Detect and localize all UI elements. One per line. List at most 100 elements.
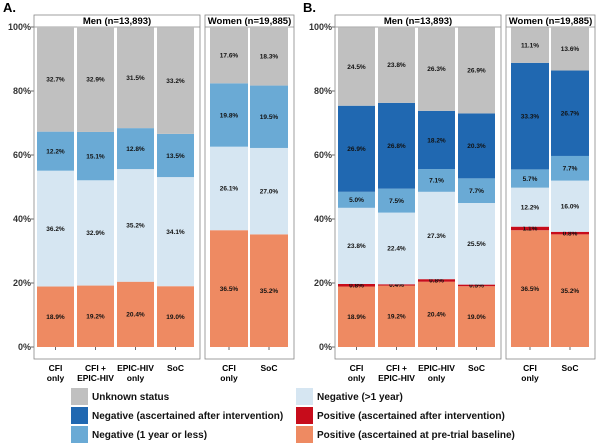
category-label: EPIC-HIV [378,373,415,383]
data-label-unknown: 23.8% [387,62,406,69]
y-tick-label: 40% [314,214,332,224]
data-label-neg_gt1yr: 35.2% [126,223,145,230]
category-label: CFI [350,363,364,373]
category-label: CFI + [386,363,407,373]
bar-segment-neg_1yr [378,188,415,213]
data-label-neg_1yr: 19.8% [220,112,239,119]
panel-letter: A. [3,0,16,15]
data-label-neg_1yr: 12.2% [46,148,65,155]
data-label-unknown: 31.5% [126,75,145,82]
legend-label-neg_1yr: Negative (1 year or less) [92,430,207,441]
bar-segment-pos_baseline [418,281,455,347]
group-title: Men (n=13,893) [83,16,151,27]
bar-segment-unknown [37,27,74,132]
bar-segment-unknown [210,27,248,84]
legend-swatch-pos_after [296,407,313,424]
bar-segment-neg_gt1yr [418,191,455,280]
data-label-pos_after: 1.1% [523,226,538,233]
group-frame [33,14,201,360]
legend-label-neg_gt1yr: Negative (>1 year) [317,392,403,403]
data-label-neg_gt1yr: 27.0% [260,188,279,195]
data-label-neg_gt1yr: 23.8% [347,243,366,250]
category-label: only [521,373,539,383]
bar-segment-unknown [338,27,375,106]
legend: Unknown status Negative (>1 year) Negative… [71,388,515,443]
bar-segment-pos_after [458,284,495,287]
bar-segment-neg_1yr [157,133,194,178]
y-tick-label: 20% [13,278,31,288]
category-label: SoC [468,363,485,373]
data-label-pos_baseline: 20.4% [427,312,446,319]
data-label-pos_baseline: 19.0% [166,314,185,321]
data-label-pos_baseline: 36.5% [220,286,239,293]
legend-label-pos_baseline: Positive (ascertained at pre-trial basel… [317,430,515,441]
data-label-pos_baseline: 18.9% [46,314,65,321]
bar-segment-pos_after [338,283,375,287]
data-label-neg_1yr: 13.5% [166,153,185,160]
data-label-neg_gt1yr: 16.0% [561,204,580,211]
group-title: Women (n=19,885) [208,16,292,27]
data-label-neg_gt1yr: 32.9% [86,230,105,237]
bar-segment-neg_gt1yr [117,169,154,282]
bar-segment-unknown [77,26,114,132]
category-label: SoC [261,363,278,373]
bar-segment-neg_1yr [458,178,495,203]
data-label-unknown: 17.6% [220,52,239,59]
data-label-neg_1yr: 7.1% [429,178,444,185]
bar-segment-unknown [250,27,288,86]
data-label-unknown: 24.5% [347,64,366,71]
data-label-neg_1yr: 7.7% [563,166,578,173]
bar-segment-pos_baseline [458,286,495,347]
bar-segment-neg_after [338,105,375,192]
bar-segment-neg_after [378,102,415,189]
bar-segment-pos_baseline [117,281,154,347]
bar-segment-unknown [117,27,154,129]
bar-segment-pos_baseline [77,285,114,347]
data-label-unknown: 18.3% [260,54,279,61]
bar-segment-unknown [551,27,589,71]
data-label-pos_baseline: 36.5% [521,286,540,293]
bar-segment-unknown [511,27,549,63]
data-label-pos_after: 0.5% [469,283,484,290]
legend-swatch-pos_baseline [296,426,313,443]
bar-segment-neg_1yr [511,169,549,188]
panel-letter: B. [303,0,316,15]
category-label: CFI [523,363,537,373]
bar-segment-neg_gt1yr [378,212,415,285]
data-label-neg_1yr: 15.1% [86,153,105,160]
y-tick-label: 60% [13,150,31,160]
legend-label-pos_after: Positive (ascertained after intervention… [317,411,505,422]
data-label-pos_baseline: 35.2% [561,288,580,295]
data-label-neg_gt1yr: 27.3% [427,233,446,240]
y-tick-label: 100% [309,22,332,32]
bar-segment-pos_baseline [37,286,74,347]
bar-segment-pos_after [378,284,415,286]
bar-segment-neg_gt1yr [210,146,248,231]
data-label-pos_baseline: 19.0% [467,314,486,321]
data-label-unknown: 13.6% [561,46,580,53]
data-label-neg_gt1yr: 36.2% [46,226,65,233]
y-tick-label: 100% [8,22,31,32]
category-label: SoC [562,363,579,373]
data-label-pos_baseline: 20.4% [126,312,145,319]
bar-segment-neg_1yr [250,85,288,148]
data-label-neg_1yr: 5.0% [349,197,364,204]
panel-b: B. 0% 20% 40% 60% 80% 100% Men (n=13,893) 18.9% 0… [303,0,596,383]
group-title: Men (n=13,893) [384,16,452,27]
bar-segment-unknown [157,27,194,134]
data-label-neg_1yr: 5.7% [523,176,538,183]
category-label: only [127,373,145,383]
data-label-neg_after: 18.2% [427,137,446,144]
legend-swatch-neg_1yr [71,426,88,443]
bar-segment-pos_baseline [210,230,248,347]
category-label: SoC [167,363,184,373]
bar-segment-neg_after [418,110,455,170]
bar-segment-pos_baseline [378,285,415,347]
data-label-neg_after: 33.3% [521,113,540,120]
data-label-neg_1yr: 19.5% [260,114,279,121]
bar-segment-pos_baseline [511,230,549,347]
data-label-pos_after: 0.8% [349,283,364,290]
group-title: Women (n=19,885) [509,16,593,27]
bar-segment-unknown [458,27,495,114]
category-label: only [348,373,366,383]
